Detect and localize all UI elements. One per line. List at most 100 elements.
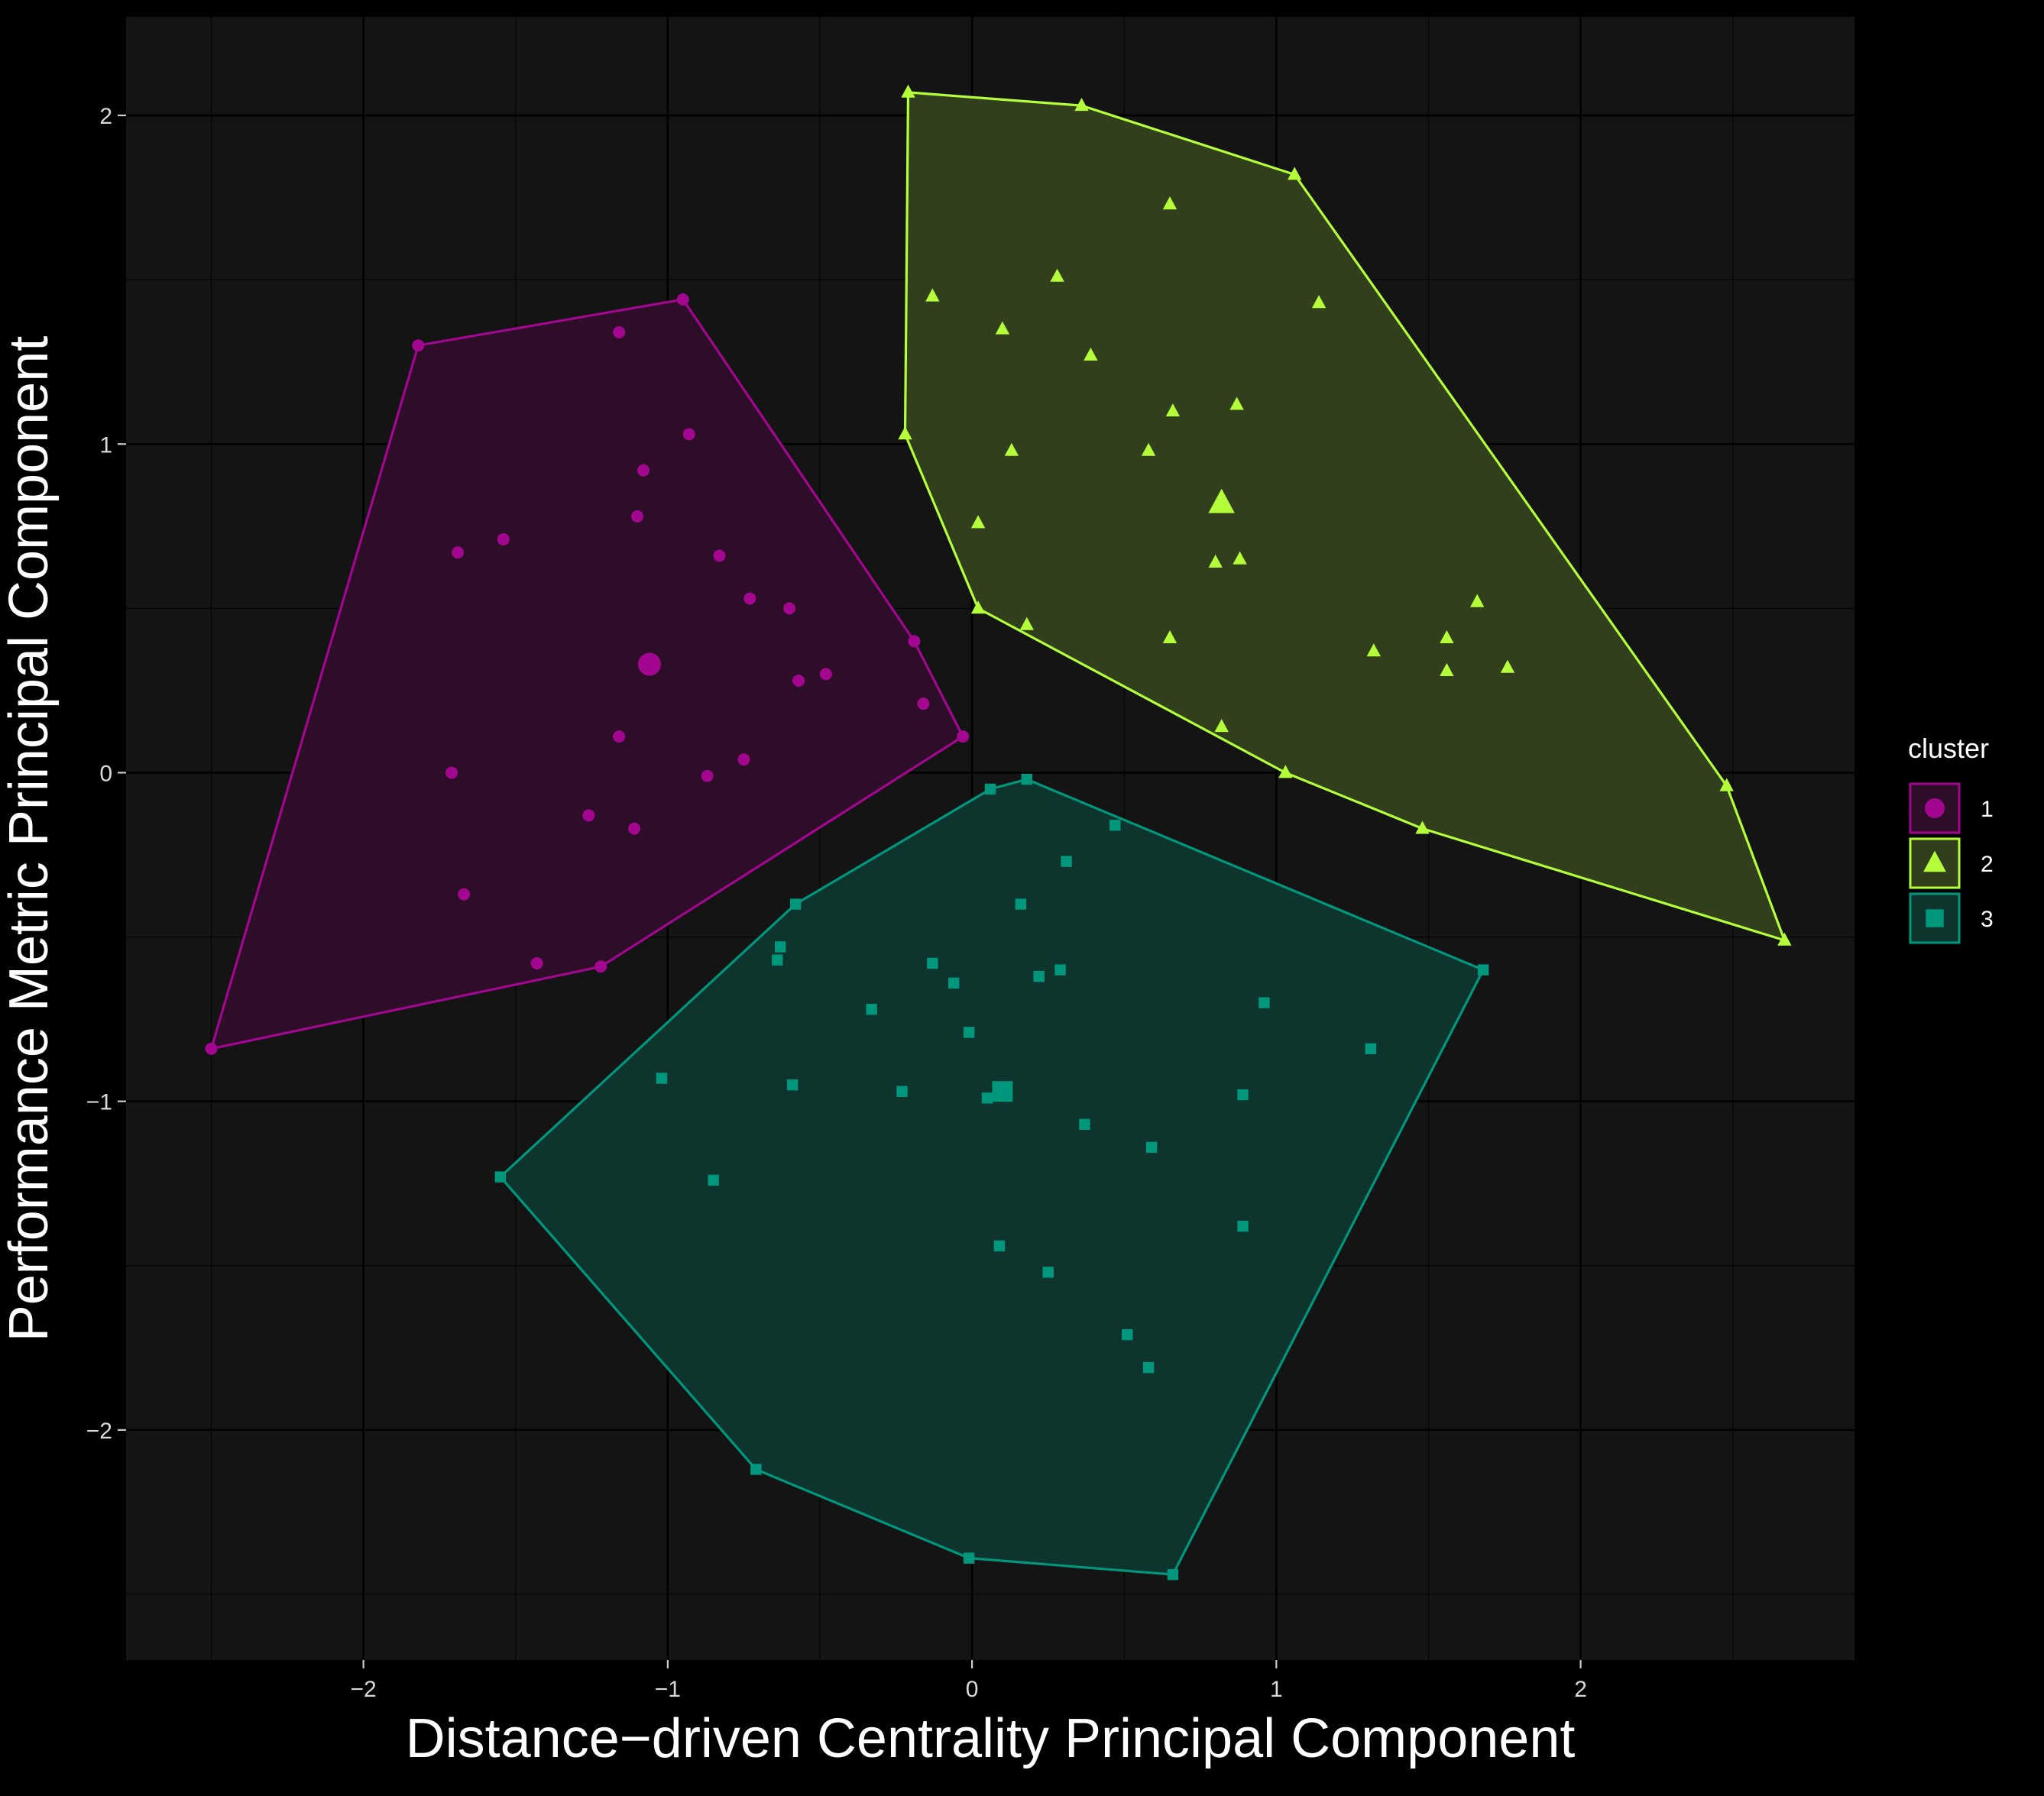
y-axis-title: Performance Metric Principal Component <box>0 336 60 1342</box>
cluster-2-point <box>1288 167 1302 180</box>
cluster-2-point <box>1233 551 1247 565</box>
cluster-2-point <box>898 426 912 440</box>
cluster-2-point <box>970 600 986 614</box>
cluster-1-point <box>737 753 750 766</box>
x-tick-label: 1 <box>1270 1677 1283 1702</box>
cluster-3-point <box>1145 1141 1158 1154</box>
cluster-2-point <box>1440 663 1454 676</box>
cluster-3-point <box>1021 773 1032 785</box>
cluster-1-point <box>701 769 714 782</box>
cluster-3-point <box>984 783 996 795</box>
cluster-3-point <box>494 1171 507 1183</box>
cluster-1-centroid <box>637 652 661 676</box>
cluster-1-point <box>637 464 650 477</box>
legend-symbol-1 <box>1925 798 1945 818</box>
cluster-3-point <box>1061 856 1072 867</box>
cluster-2-point <box>1777 932 1792 946</box>
cluster-2-point <box>925 288 940 302</box>
cluster-3-point <box>1477 964 1489 976</box>
cluster-1-point <box>682 428 695 441</box>
cluster-2-centroid <box>1208 488 1235 513</box>
y-tick-label: 2 <box>99 104 112 129</box>
cluster-2-point <box>1415 820 1430 834</box>
x-tick-label: 0 <box>966 1677 979 1702</box>
cluster-3-point <box>1365 1043 1376 1055</box>
cluster-1-point <box>613 325 626 338</box>
cluster-1-point <box>628 822 641 835</box>
x-tick-label: −1 <box>655 1677 681 1702</box>
cluster-1-point <box>676 293 689 306</box>
cluster-2-point <box>1162 630 1177 643</box>
x-axis-title: Distance−driven Centrality Principal Com… <box>406 1708 1576 1769</box>
cluster-3-point <box>1042 1267 1054 1278</box>
cluster-3-point <box>1142 1361 1155 1374</box>
cluster-2-point <box>970 515 986 529</box>
cluster-1-point <box>713 549 726 562</box>
cluster-1-point <box>819 668 832 681</box>
cluster-3-point <box>963 1027 975 1038</box>
x-tick-label: 2 <box>1574 1677 1587 1702</box>
y-tick-label: 0 <box>99 761 112 786</box>
cluster-3-point <box>1122 1328 1133 1341</box>
cluster-1-point <box>917 697 930 710</box>
cluster-3-point <box>1237 1089 1249 1101</box>
cluster-2-point <box>1074 98 1089 112</box>
cluster-2-point <box>1004 442 1019 456</box>
cluster-3-point <box>963 1552 975 1564</box>
cluster-3-point <box>772 954 783 966</box>
legend-label-2: 2 <box>1981 852 1994 877</box>
cluster-3-point <box>927 957 938 969</box>
cluster-1-point <box>497 533 510 546</box>
cluster-3-point <box>1015 898 1027 910</box>
cluster-1-point <box>412 339 425 352</box>
cluster-3-point <box>1109 820 1121 831</box>
cluster-2-point <box>901 84 915 98</box>
cluster-2-point <box>1440 630 1454 643</box>
cluster-3-point <box>708 1174 719 1186</box>
cluster-3-point <box>775 941 786 953</box>
legend-title: cluster <box>1908 733 1989 764</box>
cluster-2-point <box>1229 396 1244 410</box>
cluster-hulls <box>209 91 1786 1576</box>
cluster-2-point <box>1278 765 1293 778</box>
cluster-2-point <box>1141 442 1156 456</box>
cluster-1-point <box>582 809 595 822</box>
cluster-2-point <box>1719 778 1734 791</box>
cluster-2-hull <box>903 91 1786 942</box>
y-tick-label: 1 <box>99 432 112 458</box>
cluster-2-point <box>1208 555 1223 568</box>
cluster-1-point <box>205 1042 218 1055</box>
y-tick-label: −1 <box>86 1090 112 1115</box>
cluster-1-point <box>908 635 921 648</box>
cluster-3-point <box>656 1073 668 1084</box>
cluster-3-point <box>786 1079 798 1091</box>
cluster-2-point <box>1162 196 1177 210</box>
cluster-3-point <box>896 1086 908 1097</box>
cluster-3-centroid <box>992 1081 1013 1102</box>
legend-symbol-3 <box>1926 909 1944 927</box>
x-tick-label: −2 <box>351 1677 377 1702</box>
cluster-2-point <box>1470 594 1485 607</box>
legend-symbol-2 <box>1923 850 1946 872</box>
cluster-1-point <box>613 730 626 743</box>
legend: cluster 1 2 3 <box>1908 733 1994 944</box>
legend-label-3: 3 <box>1981 907 1994 932</box>
cluster-3-point <box>981 1092 993 1104</box>
cluster-3-point <box>1033 970 1045 982</box>
cluster-3-point <box>1054 964 1066 976</box>
cluster-1-point <box>458 888 471 901</box>
cluster-1-point <box>792 675 805 688</box>
cluster-1-point <box>594 960 607 973</box>
cluster-2-point <box>995 321 1010 335</box>
y-tick-label: −2 <box>86 1419 112 1444</box>
cluster-1-point <box>445 766 458 779</box>
cluster-2-point <box>1019 616 1034 630</box>
cluster-2-point <box>1500 659 1515 673</box>
cluster-2-point <box>1050 268 1064 282</box>
cluster-2-point <box>1084 348 1098 361</box>
cluster-2-point <box>1214 719 1229 733</box>
cluster-3-point <box>789 898 802 910</box>
cluster-1-point <box>957 730 970 743</box>
